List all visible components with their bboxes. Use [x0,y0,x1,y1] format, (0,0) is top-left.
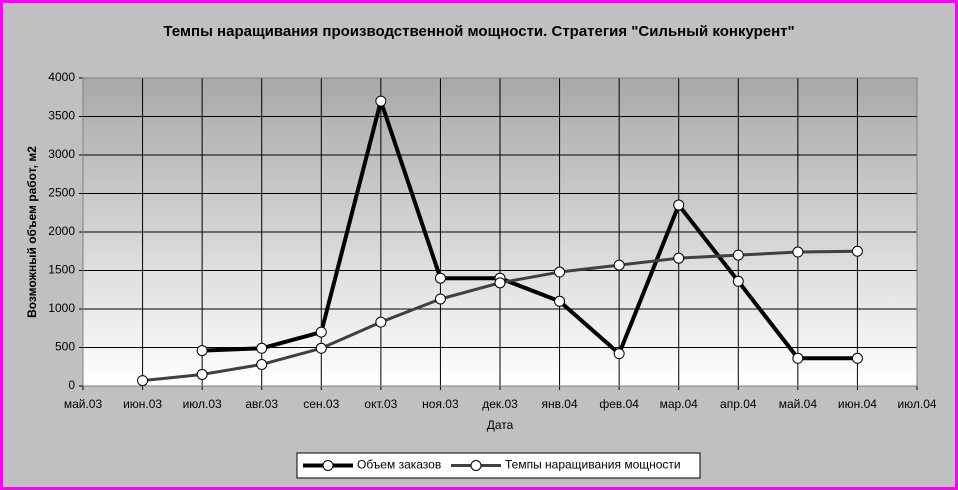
point-marker [792,246,804,258]
x-tick-label: мар.04 [660,397,699,411]
x-tick-label: фев.04 [599,397,639,411]
y-tick-label: 2000 [48,224,75,238]
point-marker [315,326,327,338]
point-marker [375,95,387,107]
legend-label: Темпы наращивания мощности [505,458,681,472]
y-tick-label: 500 [55,340,75,354]
y-tick-label: 3000 [48,147,75,161]
legend-label: Объем заказов [357,458,441,472]
x-tick-label: авг.03 [245,397,278,411]
x-tick-label: апр.04 [720,397,757,411]
legend-marker [322,460,334,471]
point-marker [851,352,863,364]
x-tick-label: окт.03 [364,397,397,411]
point-marker [196,368,208,380]
x-tick-label: янв.04 [541,397,578,411]
chart: Темпы наращивания производственной мощно… [25,23,937,479]
point-marker [792,352,804,364]
x-tick-label: сен.03 [303,397,339,411]
legend-marker [470,460,482,471]
point-marker [851,245,863,257]
point-marker [554,266,566,278]
x-tick-label: июл.03 [183,397,222,411]
point-marker [613,348,625,360]
point-marker [137,375,149,387]
x-tick-label: июл.04 [897,397,936,411]
x-tick-label: ноя.03 [422,397,459,411]
x-tick-label: май.04 [779,397,818,411]
point-marker [196,345,208,357]
x-tick-label: июн.03 [123,397,162,411]
point-marker [256,358,268,370]
y-tick-label: 1000 [48,301,75,315]
point-marker [256,342,268,354]
x-tick-label: июн.04 [838,397,877,411]
y-tick-label: 3500 [48,109,75,123]
point-marker [434,272,446,284]
point-marker [434,293,446,305]
point-marker [732,275,744,287]
y-tick-label: 4000 [48,70,75,84]
x-tick-label: май.03 [64,397,103,411]
x-tick-label: дек.03 [482,397,518,411]
point-marker [315,342,327,354]
series-line [202,99,858,361]
x-axis-label: Дата [487,418,514,432]
chart-title: Темпы наращивания производственной мощно… [163,23,794,40]
y-tick-label: 1500 [48,263,75,277]
y-tick-label: 2500 [48,186,75,200]
plot-border [82,77,918,387]
y-tick-label: 0 [68,378,75,392]
y-axis-label: Возможный объем работ, м2 [25,146,39,318]
point-marker [732,249,744,261]
point-marker [494,277,506,289]
point-marker [613,259,625,271]
point-marker [554,295,566,307]
point-marker [673,252,685,264]
point-marker [673,199,685,211]
point-marker [375,316,387,328]
